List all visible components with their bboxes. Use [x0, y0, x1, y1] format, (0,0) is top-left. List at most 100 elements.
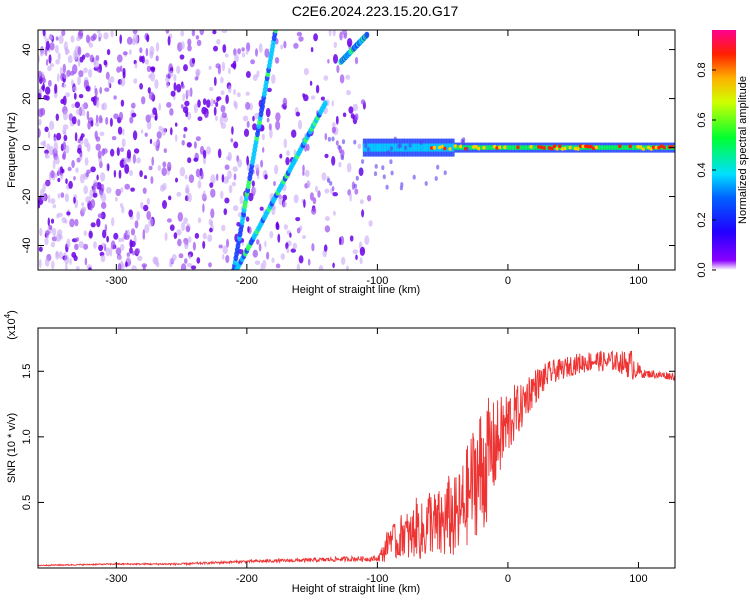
noise-speckle — [142, 264, 146, 270]
noise-speckle — [197, 116, 203, 121]
noise-speckle — [42, 30, 46, 37]
carrier-core — [435, 143, 439, 152]
noise-speckle — [351, 181, 355, 190]
noise-speckle — [106, 49, 111, 56]
noise-speckle — [342, 30, 347, 34]
noise-speckle — [232, 205, 239, 212]
noise-speckle — [193, 103, 198, 114]
noise-speckle — [143, 204, 149, 212]
noise-speckle — [57, 212, 63, 218]
scatter-blob — [403, 145, 408, 151]
noise-speckle — [233, 141, 239, 149]
noise-speckle — [226, 238, 229, 248]
noise-speckle — [352, 103, 358, 112]
noise-speckle — [209, 227, 213, 233]
noise-speckle — [129, 247, 133, 254]
noise-speckle — [98, 244, 104, 252]
scatter-blob — [419, 140, 423, 146]
noise-speckle — [215, 115, 218, 122]
noise-speckle — [45, 59, 49, 66]
noise-speckle — [339, 31, 343, 41]
spectrogram-y-axis: -40 -20 0 20 40 — [21, 43, 675, 253]
noise-speckle — [245, 216, 250, 222]
carrier-core — [522, 145, 526, 150]
scatter-blob — [327, 178, 331, 183]
noise-speckle — [157, 165, 162, 171]
x-tick-label: 0 — [505, 275, 511, 287]
carrier-core — [412, 143, 416, 152]
noise-speckle — [57, 167, 61, 176]
noise-speckle — [120, 203, 124, 208]
noise-speckle — [171, 254, 177, 261]
carrier-core — [605, 145, 609, 150]
noise-speckle — [75, 237, 80, 242]
snr-y-label: SNR (10 * v/v) — [6, 413, 18, 483]
spectrogram-x-axis: -300 -200 -100 0 100 — [105, 30, 648, 287]
noise-speckle — [195, 35, 200, 40]
carrier-peak — [576, 147, 581, 151]
noise-speckle — [130, 228, 136, 236]
y-tick-label: 20 — [21, 92, 33, 104]
carrier-core — [469, 145, 473, 150]
noise-speckle — [74, 101, 81, 109]
noise-speckle — [77, 46, 82, 56]
noise-speckle — [159, 184, 165, 192]
scatter-blob — [412, 174, 416, 180]
snr-y-axis: 0.5 1.0 1.5 — [21, 364, 675, 510]
noise-speckle — [327, 59, 330, 64]
scatter-blob — [331, 136, 335, 142]
noise-speckle — [361, 209, 365, 218]
noise-speckle — [332, 30, 336, 37]
noise-speckle — [155, 111, 158, 121]
noise-speckle — [98, 115, 103, 124]
noise-speckle — [264, 48, 270, 58]
noise-speckle — [99, 131, 105, 136]
colorbar-tick-label: 0.0 — [696, 262, 708, 277]
noise-speckle — [40, 107, 46, 116]
noise-speckle — [65, 49, 70, 54]
carrier-peak — [555, 146, 560, 151]
noise-speckle — [77, 76, 81, 86]
noise-speckle — [212, 30, 217, 35]
noise-speckle — [49, 120, 55, 131]
noise-speckle — [237, 48, 242, 55]
noise-speckle — [310, 95, 316, 100]
noise-speckle — [76, 108, 81, 115]
carrier-core — [488, 145, 492, 150]
noise-speckle — [63, 134, 68, 142]
noise-speckle — [364, 235, 370, 246]
noise-speckle — [144, 132, 148, 137]
noise-speckle — [132, 250, 136, 256]
noise-speckle — [342, 112, 347, 118]
noise-speckle — [242, 115, 249, 122]
noise-speckle — [170, 90, 176, 97]
noise-speckle — [151, 156, 154, 166]
noise-speckle — [141, 55, 145, 64]
noise-speckle — [266, 87, 272, 93]
colorbar-ticks: 0.0 0.2 0.4 0.6 0.8 — [696, 62, 716, 278]
noise-speckle — [245, 101, 251, 110]
noise-speckle — [44, 258, 50, 267]
noise-speckle — [215, 101, 219, 107]
noise-speckle — [224, 197, 230, 204]
noise-speckle — [354, 113, 359, 121]
noise-speckle — [349, 192, 352, 202]
noise-speckle — [349, 235, 354, 242]
noise-speckle — [231, 181, 236, 187]
noise-speckle — [110, 30, 114, 38]
carrier-core — [597, 145, 601, 150]
colorbar-tick-label: 0.8 — [696, 62, 708, 77]
noise-speckle — [310, 47, 314, 53]
scatter-blob — [393, 136, 397, 142]
noise-speckle — [336, 65, 340, 73]
noise-speckle — [107, 163, 110, 172]
noise-speckle — [209, 182, 214, 188]
noise-speckle — [140, 201, 144, 210]
noise-speckle — [217, 148, 222, 159]
noise-speckle — [266, 117, 270, 123]
carrier-core — [428, 143, 432, 152]
noise-speckle — [56, 73, 60, 82]
noise-speckle — [73, 196, 76, 204]
noise-speckle — [131, 102, 136, 109]
noise-speckle — [222, 253, 225, 260]
